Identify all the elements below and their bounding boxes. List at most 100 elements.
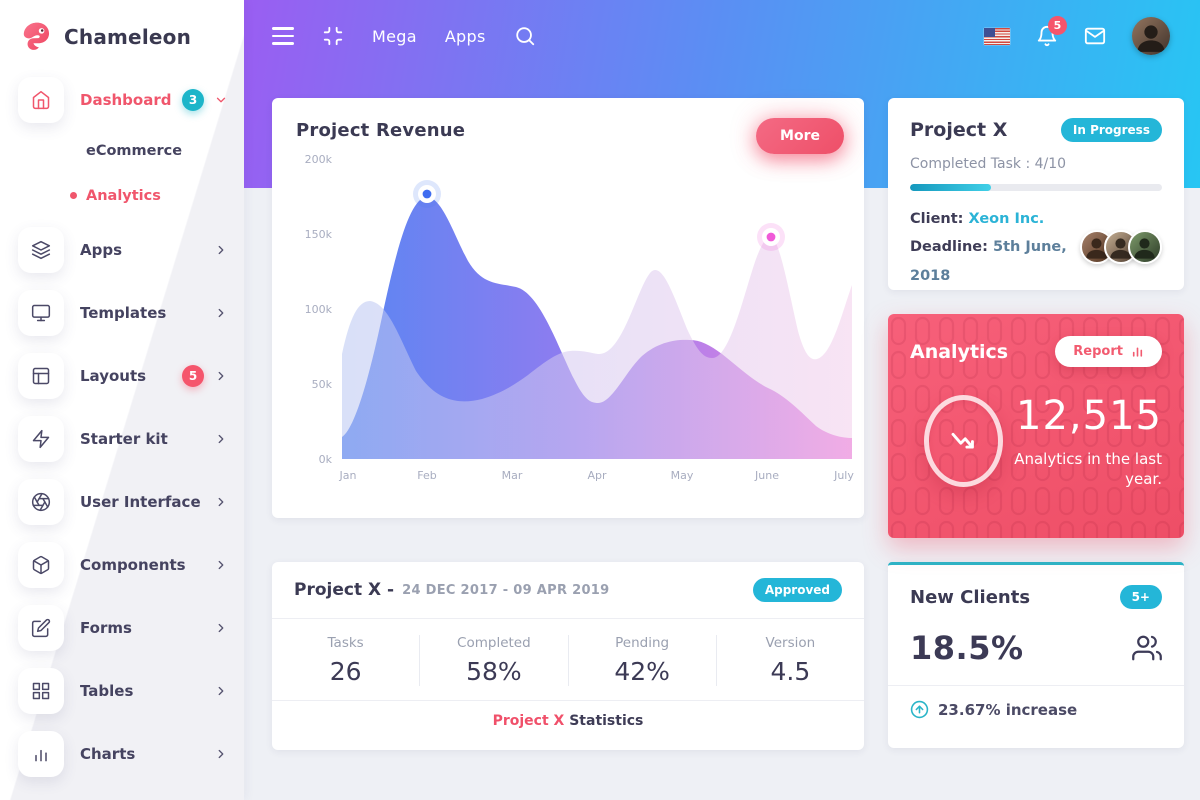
stat-version: Version 4.5 <box>715 635 864 686</box>
task-progress-bar[interactable] <box>910 184 1162 191</box>
report-label: Report <box>1073 344 1123 359</box>
revenue-area-chart[interactable]: 200k 150k 100k 50k 0k <box>296 147 855 491</box>
avatar-silhouette-icon <box>1137 25 1165 52</box>
sidebar-item-label: User Interface <box>80 492 201 511</box>
stats-title: Project X - <box>294 580 395 600</box>
chevron-right-icon <box>218 371 224 380</box>
sidebar-item-label: Templates <box>80 303 167 322</box>
starter-kit-icon-box <box>18 415 64 462</box>
analytics-value: 12,515 <box>1016 393 1162 439</box>
bell-icon <box>1037 26 1057 47</box>
revenue-card-title: Project Revenue <box>296 120 466 141</box>
sidebar-item-tables[interactable]: Tables <box>0 659 244 722</box>
chevron-right-icon <box>218 434 224 443</box>
stat-label: Tasks <box>327 635 364 651</box>
mail-icon[interactable] <box>1084 25 1106 47</box>
users-icon <box>1132 635 1162 661</box>
chevron-right-icon <box>218 497 224 506</box>
layers-icon <box>31 240 51 259</box>
monitor-icon <box>31 304 51 321</box>
trending-down-circle-icon <box>924 395 1003 488</box>
client-name-link[interactable]: Xeon Inc. <box>968 211 1045 227</box>
bar-chart-icon <box>35 749 47 761</box>
marker-june-peak <box>757 223 785 251</box>
report-chart-icon <box>1132 347 1143 357</box>
marker-feb-peak <box>413 180 441 208</box>
topbar: Mega Apps 5 <box>244 0 1200 72</box>
sidebar-item-label: Dashboard <box>80 91 172 109</box>
stats-footer: Project X Statistics <box>272 700 864 741</box>
sidebar-item-user-interface[interactable]: User Interface <box>0 470 244 533</box>
approved-badge[interactable]: Approved <box>752 578 842 602</box>
subitem-label: Analytics <box>86 187 161 204</box>
analytics-card: Analytics Report <box>888 314 1184 538</box>
report-button[interactable]: Report <box>1055 336 1162 367</box>
sidebar-item-forms[interactable]: Forms <box>0 596 244 659</box>
stat-pending: Pending 42% <box>567 635 716 686</box>
language-flag-us-icon[interactable] <box>984 27 1010 45</box>
stat-value: 42% <box>614 657 670 686</box>
team-avatars <box>1079 230 1162 265</box>
sidebar-item-dashboard[interactable]: Dashboard 3 <box>0 72 244 128</box>
sidebar-item-label: Forms <box>80 618 132 637</box>
sidebar: Chameleon Dashboard 3 eCommerce Analytic… <box>0 0 244 800</box>
stats-footer-accent: Project X <box>492 713 565 729</box>
completed-task-label: Completed Task : 4/10 <box>910 156 1067 172</box>
apps-icon-box <box>18 226 64 273</box>
new-clients-title: New Clients <box>910 586 1031 608</box>
user-avatar[interactable] <box>1132 17 1170 55</box>
deadline-value: 5th June, 2018 <box>910 239 1067 284</box>
increase-label: 23.67% increase <box>938 700 1078 719</box>
sidebar-item-label: Components <box>80 555 186 574</box>
stat-label: Pending <box>615 635 670 651</box>
charts-icon-box <box>18 730 64 777</box>
stat-value: 58% <box>466 657 522 686</box>
active-bullet <box>70 192 77 199</box>
hamburger-menu-icon[interactable] <box>272 27 294 45</box>
user-interface-icon-box <box>18 478 64 525</box>
chevron-right-icon <box>218 749 224 758</box>
brand[interactable]: Chameleon <box>0 0 244 72</box>
sidebar-item-charts[interactable]: Charts <box>0 722 244 785</box>
more-button[interactable]: More <box>756 118 844 154</box>
sidebar-item-layouts[interactable]: Layouts 5 <box>0 344 244 407</box>
topbar-right: 5 <box>984 16 1170 55</box>
x-tick: June <box>754 469 779 482</box>
chevron-down-icon <box>216 97 226 103</box>
sidebar-item-label: Layouts <box>80 366 147 385</box>
new-clients-badge[interactable]: 5+ <box>1119 585 1162 609</box>
x-tick: Jan <box>339 469 357 482</box>
search-icon[interactable] <box>514 25 536 47</box>
arrow-up-circle-icon <box>910 700 929 719</box>
stat-label: Version <box>765 635 816 651</box>
team-avatar[interactable] <box>1127 230 1162 265</box>
sidebar-item-label: Starter kit <box>80 429 168 448</box>
sidebar-item-components[interactable]: Components <box>0 533 244 596</box>
sidebar-item-apps[interactable]: Apps <box>0 218 244 281</box>
nav-apps[interactable]: Apps <box>444 26 486 46</box>
chevron-right-icon <box>218 560 224 569</box>
templates-icon-box <box>18 289 64 336</box>
sidebar-subitem-analytics[interactable]: Analytics <box>0 173 244 218</box>
stats-row: Tasks 26 Completed 58% Pending 42% Versi… <box>272 619 864 700</box>
home-icon <box>32 90 50 110</box>
sidebar-item-templates[interactable]: Templates <box>0 281 244 344</box>
area-series-previous <box>342 237 852 459</box>
stat-completed: Completed 58% <box>419 635 567 686</box>
minimize-icon[interactable] <box>322 25 344 47</box>
sidebar-item-starter-kit[interactable]: Starter kit <box>0 407 244 470</box>
stats-date-range: 24 DEC 2017 - 09 APR 2019 <box>402 582 610 598</box>
in-progress-badge[interactable]: In Progress <box>1060 118 1162 142</box>
notifications-button[interactable]: 5 <box>1036 16 1067 47</box>
deadline-label: Deadline: <box>910 239 988 256</box>
sidebar-subitem-ecommerce[interactable]: eCommerce <box>0 128 244 173</box>
nav-mega[interactable]: Mega <box>372 26 417 46</box>
project-revenue-card: Project Revenue More 200k <box>272 98 864 518</box>
analytics-caption: Analytics in the last year. <box>1014 450 1162 489</box>
sidebar-item-label: Tables <box>80 681 134 700</box>
box-icon <box>32 555 50 574</box>
layouts-icon-box <box>18 352 64 399</box>
new-clients-card: New Clients 5+ 18.5% 23.67% increase <box>888 562 1184 748</box>
aperture-icon <box>31 492 51 511</box>
project-x-card: Project X In Progress Completed Task : 4… <box>888 98 1184 290</box>
